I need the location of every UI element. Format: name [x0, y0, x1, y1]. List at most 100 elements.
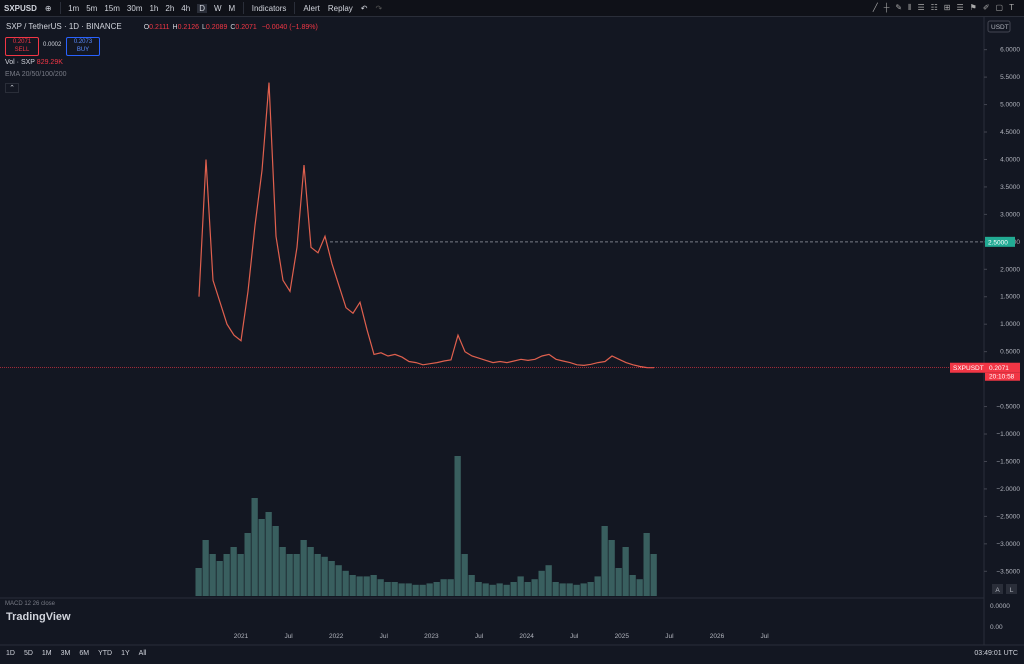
scale-button-bg[interactable] [1006, 584, 1017, 594]
last-price-bg [950, 362, 1020, 373]
volume-bar [405, 583, 412, 596]
x-tick-label: 2026 [710, 633, 725, 640]
range-button[interactable]: All [138, 650, 147, 657]
y-tick-label: −2.0000 [996, 486, 1020, 493]
volume-bar [615, 568, 622, 596]
volume-bar [580, 583, 587, 596]
ohlc: O0.2111 H0.2126 L0.2089 C0.2071 [144, 24, 260, 31]
volume-bar [454, 456, 461, 596]
volume-bar [573, 584, 580, 596]
volume-bar [545, 565, 552, 596]
y-tick-label: 2.0000 [1000, 266, 1020, 273]
redo[interactable]: ↷ [375, 3, 383, 13]
volume-bar [461, 554, 468, 596]
collapse-legend[interactable]: ⌃ [5, 83, 19, 93]
scale-button[interactable]: L [1010, 587, 1014, 594]
volume-bar [531, 579, 538, 596]
range-button[interactable]: YTD [98, 650, 113, 657]
volume-bar [237, 554, 244, 596]
y-tick-label: 5.0000 [1000, 102, 1020, 109]
logo: TradingView [6, 611, 71, 623]
y-tick-label: −3.0000 [996, 541, 1020, 548]
y-tick-label: 3.5000 [1000, 184, 1020, 191]
drawing-tools[interactable]: ╱┼✎⫴☰☷⊞☰⚑✐▢T [872, 3, 1020, 12]
macd-legend: MACD 12 26 close [5, 601, 56, 607]
interval[interactable]: 4h [181, 3, 191, 13]
countdown-bg [985, 372, 1020, 381]
volume-bar [587, 582, 594, 596]
x-tick-label: 2022 [329, 633, 344, 640]
volume-bar [489, 584, 496, 596]
volume-bar [566, 583, 573, 596]
range-button[interactable]: 1D [6, 650, 15, 657]
symbol-search[interactable]: SXPUSD [4, 3, 37, 13]
interval[interactable]: 5m [86, 3, 98, 13]
alert-label: 2.5000 [988, 239, 1008, 246]
y-tick-label: 3.0000 [1000, 211, 1020, 218]
ohlc-label: C [230, 24, 236, 31]
interval[interactable]: 1h [149, 3, 159, 13]
volume-legend: Vol · SXP 829.29K [5, 59, 63, 66]
x-tick-label: 2024 [519, 633, 534, 640]
currency-box[interactable] [987, 20, 1011, 33]
undo[interactable]: ↶ [360, 3, 368, 13]
add-symbol[interactable]: ⊕ [44, 3, 52, 13]
replay-button[interactable]: Replay [327, 3, 353, 13]
scale-button[interactable]: A [995, 587, 1000, 594]
change: −0.0040 (−1.89%) [261, 24, 318, 31]
interval[interactable]: 1m [68, 3, 80, 13]
top-toolbar: SXPUSD ⊕ 1m 5m 15m 30m 1h 2h 4h D W M Indicators … [0, 0, 1024, 17]
ohlc-value: 0.2089 [205, 24, 228, 31]
volume-bar [321, 556, 328, 596]
sell-price: 0.2071 [12, 39, 32, 45]
legend-row: SXP / TetherUS · 1D · BINANCE O0.2111 H0.… [6, 22, 318, 31]
interval[interactable]: 15m [104, 3, 120, 13]
interval[interactable]: 30m [126, 3, 143, 13]
range-button[interactable]: 1Y [121, 650, 130, 657]
currency: USDT [991, 24, 1009, 31]
y-tick-label: −0.5000 [996, 404, 1020, 411]
volume-bar [496, 583, 503, 596]
indicators-button[interactable]: Indicators [251, 3, 287, 13]
volume-bar [538, 570, 545, 596]
scale-button-bg[interactable] [992, 584, 1003, 594]
volume-bar [510, 582, 517, 596]
volume-bar [202, 540, 209, 596]
volume-bar [328, 561, 335, 596]
ohlc-value: 0.2111 [149, 24, 170, 31]
sell-button[interactable]: 0.2071 SELL [5, 37, 39, 56]
alert-button[interactable]: Alert [303, 3, 320, 13]
volume-bar [195, 568, 202, 596]
volume-bar [468, 575, 475, 596]
interval[interactable]: 2h [165, 3, 175, 13]
volume-bar [426, 583, 433, 596]
volume-bar [370, 575, 377, 596]
y-tick-label: 6.0000 [1000, 47, 1020, 54]
volume-bar [552, 582, 559, 596]
ohlc-label: L [202, 24, 206, 31]
volume-bar [384, 582, 391, 596]
range-button[interactable]: 6M [79, 650, 90, 657]
volume-bar [286, 554, 293, 596]
volume-bar [307, 547, 314, 596]
y-tick-label: −1.0000 [996, 431, 1020, 438]
volume-bar [293, 554, 300, 596]
buy-price: 0.2073 [73, 39, 93, 45]
volume-bar [594, 576, 601, 596]
interval[interactable]: W [213, 3, 222, 13]
range-button[interactable]: 3M [60, 650, 71, 657]
x-tick-label: 2021 [234, 633, 249, 640]
clock: 03:49:01 UTC [974, 650, 1018, 657]
range-button[interactable]: 5D [23, 650, 33, 657]
x-tick-label: Jul [380, 633, 389, 640]
volume-bar [377, 579, 384, 596]
range-button[interactable]: 1M [41, 650, 52, 657]
ema-legend: EMA 20/50/100/200 [5, 71, 67, 78]
macd-tick-label: 0.0000 [990, 603, 1010, 610]
buy-button[interactable]: 0.2073 BUY [66, 37, 100, 56]
interval[interactable]: M [228, 3, 236, 13]
volume-bar [650, 554, 657, 596]
interval[interactable]: D [197, 3, 207, 13]
ohlc-value: 0.2126 [177, 24, 200, 31]
